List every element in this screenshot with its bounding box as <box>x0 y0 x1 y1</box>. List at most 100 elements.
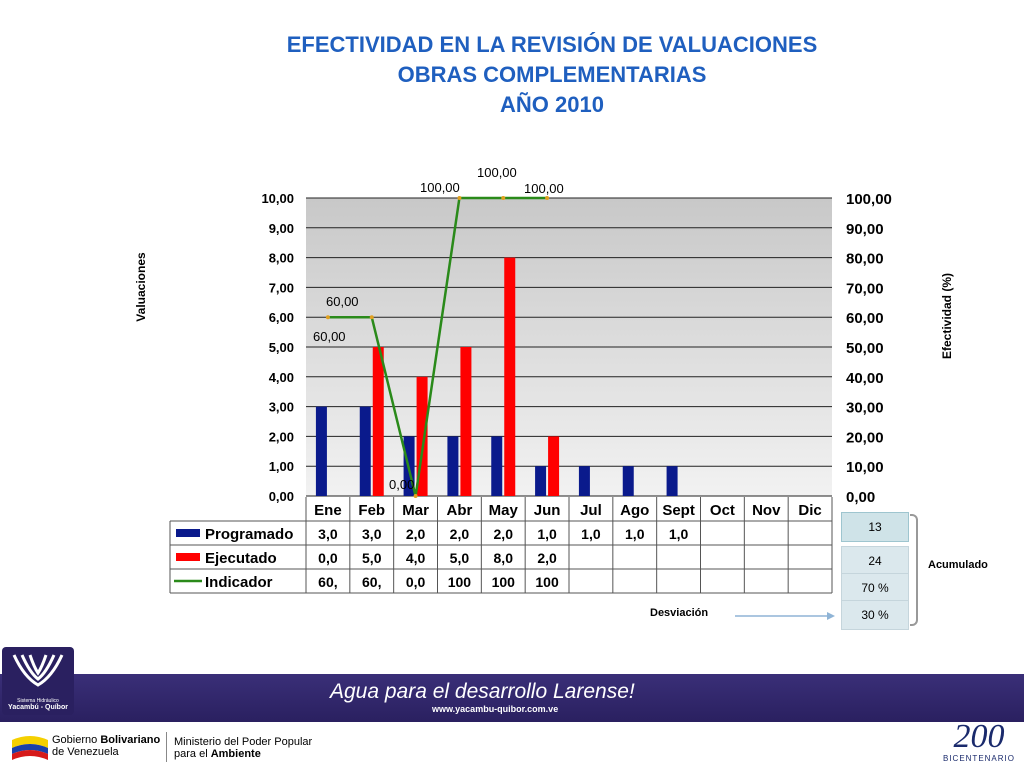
venezuela-flag-icon <box>12 736 48 760</box>
table-cell: 1,0 <box>669 526 689 542</box>
y-tick-label: 4,00 <box>269 370 294 385</box>
table-cell: 0,0 <box>406 574 426 590</box>
y-tick-label: 2,00 <box>269 429 294 444</box>
bar-programado <box>447 436 459 496</box>
x-tick-label: Nov <box>752 502 781 519</box>
y-tick-label: 3,00 <box>269 400 294 415</box>
line-data-label: 100,00 <box>420 180 460 195</box>
table-cell: 100 <box>535 574 559 590</box>
bar-programado <box>622 466 634 496</box>
y2-tick-label: 80,00 <box>846 251 884 268</box>
ministerio-text: Ministerio del Poder Popular para el Amb… <box>174 736 313 760</box>
efectividad-value: 70 % <box>841 573 909 603</box>
y2-axis-label: Efectividad (%) <box>940 273 954 359</box>
title-line-1: EFECTIVIDAD EN LA REVISIÓN DE VALUACIONE… <box>286 32 818 57</box>
bar-programado <box>359 406 371 496</box>
line-point <box>545 196 550 200</box>
table-cell: 1,0 <box>625 526 645 542</box>
ejecutado-total: 24 <box>841 546 909 576</box>
x-tick-label: Mar <box>402 502 429 519</box>
table-cell: 8,0 <box>494 550 514 566</box>
table-cell: 5,0 <box>362 550 382 566</box>
table-cell: 5,0 <box>450 550 470 566</box>
logo-line-1: Sistema Hidráulico <box>17 698 59 704</box>
line-indicador <box>327 196 548 497</box>
y-tick-label: 5,00 <box>269 340 294 355</box>
bar-ejecutado <box>372 347 384 496</box>
bar-programado <box>315 406 327 496</box>
y-tick-label: 7,00 <box>269 280 294 295</box>
y2-tick-label: 10,00 <box>846 459 884 476</box>
x-tick-label: Ago <box>620 502 649 519</box>
gobierno-text: Gobierno Bolivariano de Venezuela <box>52 734 161 758</box>
y2-tick-label: 0,00 <box>846 489 875 506</box>
table-cell: 2,0 <box>406 526 426 542</box>
bicentenario-number: 200 <box>953 718 1005 755</box>
desviacion-arrow <box>735 612 835 620</box>
bar-ejecutado <box>548 436 560 496</box>
y2-tick-label: 40,00 <box>846 370 884 387</box>
x-tick-label: Jun <box>534 502 561 519</box>
legend-label-indicador: Indicador <box>205 574 273 591</box>
line-data-label: 100,00 <box>524 181 564 196</box>
table-cell: 2,0 <box>537 550 557 566</box>
x-tick-label: Jul <box>580 502 602 519</box>
legend-swatch-programado <box>176 529 200 537</box>
footer-bottom <box>0 722 1024 768</box>
y2-tick-label: 30,00 <box>846 400 884 417</box>
y-tick-label: 1,00 <box>269 459 294 474</box>
acumulado-bracket <box>910 514 918 626</box>
line-point <box>413 494 418 498</box>
table-cell: 60, <box>318 574 337 590</box>
table-cell: 1,0 <box>537 526 557 542</box>
y-axis-label: Valuaciones <box>134 252 148 322</box>
y-tick-label: 8,00 <box>269 251 294 266</box>
acumulado-label: Acumulado <box>928 559 988 571</box>
y2-tick-label: 90,00 <box>846 221 884 238</box>
yacambu-logo: Sistema Hidráulico Yacambú - Quíbor <box>2 647 74 715</box>
desviacion-label: Desviación <box>650 607 709 619</box>
bar-programado <box>491 436 503 496</box>
bicentenario-logo: 200 BICENTENARIO <box>936 720 1022 766</box>
legend-swatch-ejecutado <box>176 553 200 561</box>
y-tick-label: 9,00 <box>269 221 294 236</box>
table-cell: 3,0 <box>318 526 338 542</box>
line-data-label: 0,00 <box>389 477 414 492</box>
title-line-3: AÑO 2010 <box>500 92 604 117</box>
title-line-2: OBRAS COMPLEMENTARIAS <box>397 62 707 87</box>
y2-tick-label: 60,00 <box>846 310 884 327</box>
table-cell: 100 <box>492 574 516 590</box>
line-data-label: 100,00 <box>477 165 517 180</box>
table-cell: 1,0 <box>581 526 601 542</box>
y-tick-label: 10,00 <box>261 191 294 206</box>
bar-ejecutado <box>416 376 428 496</box>
bicentenario-text: BICENTENARIO <box>942 754 1015 763</box>
table-cell: 2,0 <box>494 526 514 542</box>
x-tick-label: Dic <box>798 502 821 519</box>
y2-tick-label: 70,00 <box>846 280 884 297</box>
slogan: Agua para el desarrollo Larense! <box>330 680 635 703</box>
y2-tick-label: 100,00 <box>846 191 892 208</box>
line-data-label: 60,00 <box>326 294 359 309</box>
x-tick-label: Sept <box>662 502 695 519</box>
legend-label-ejecutado: Ejecutado <box>205 550 277 567</box>
line-point <box>369 315 374 320</box>
table-cell: 60, <box>362 574 381 590</box>
y-tick-label: 6,00 <box>269 310 294 325</box>
x-tick-label: May <box>489 502 519 519</box>
programado-total: 13 <box>841 512 909 542</box>
x-tick-label: Feb <box>358 502 385 519</box>
website-url[interactable]: www.yacambu-quibor.com.ve <box>432 704 559 714</box>
table-cell: 4,0 <box>406 550 426 566</box>
y2-tick-label: 20,00 <box>846 429 884 446</box>
bar-ejecutado <box>504 257 516 496</box>
x-tick-label: Abr <box>446 502 472 519</box>
table-cell: 3,0 <box>362 526 382 542</box>
footer-divider <box>166 732 167 762</box>
line-data-label: 60,00 <box>313 329 346 344</box>
table-cell: 0,0 <box>318 550 338 566</box>
bar-programado <box>666 466 678 496</box>
line-point <box>457 196 462 200</box>
bar-programado <box>535 466 547 496</box>
x-tick-label: Oct <box>710 502 735 519</box>
